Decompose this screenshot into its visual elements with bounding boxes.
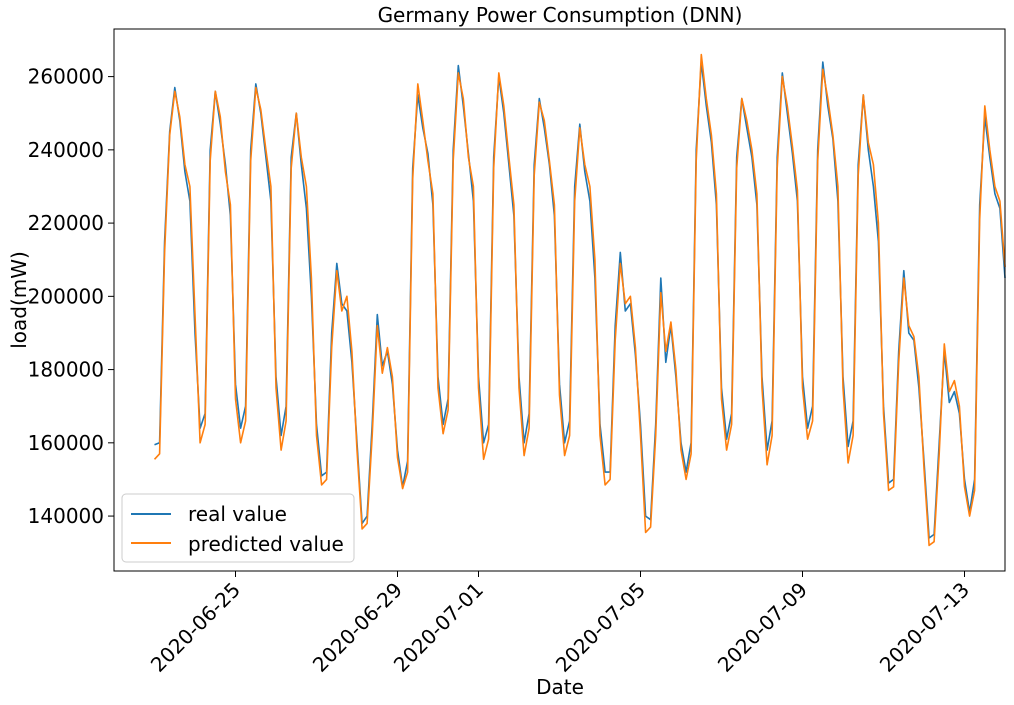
legend-frame xyxy=(121,493,355,563)
y-tick-label: 260000 xyxy=(28,65,104,89)
y-tick-label: 220000 xyxy=(28,211,104,235)
y-tick-label: 160000 xyxy=(28,431,104,455)
plot-area xyxy=(113,28,1006,572)
x-tick-label: 2020-07-13 xyxy=(875,578,974,677)
legend-label-real-value: real value xyxy=(188,502,287,526)
legend-label-predicted-value: predicted value xyxy=(188,532,344,556)
legend: real value predicted value xyxy=(121,493,355,563)
x-tick-label: 2020-06-25 xyxy=(146,578,245,677)
y-axis-label: load(mW) xyxy=(7,251,31,349)
plot-frame xyxy=(113,28,1006,572)
x-axis-label: Date xyxy=(536,675,584,699)
y-tick-label: 200000 xyxy=(28,284,104,308)
y-tick-label: 240000 xyxy=(28,138,104,162)
y-tick-label: 180000 xyxy=(28,358,104,382)
series-line-predicted-value xyxy=(153,53,1006,547)
y-tick-label: 140000 xyxy=(28,504,104,528)
y-axis: 140000 160000 180000 200000 220000 240000 2600… xyxy=(28,65,114,528)
chart-title: Germany Power Consumption (DNN) xyxy=(378,3,743,27)
x-tick-label: 2020-07-05 xyxy=(551,578,650,677)
series-layer xyxy=(153,53,1006,547)
x-tick-label: 2020-07-09 xyxy=(713,578,812,677)
